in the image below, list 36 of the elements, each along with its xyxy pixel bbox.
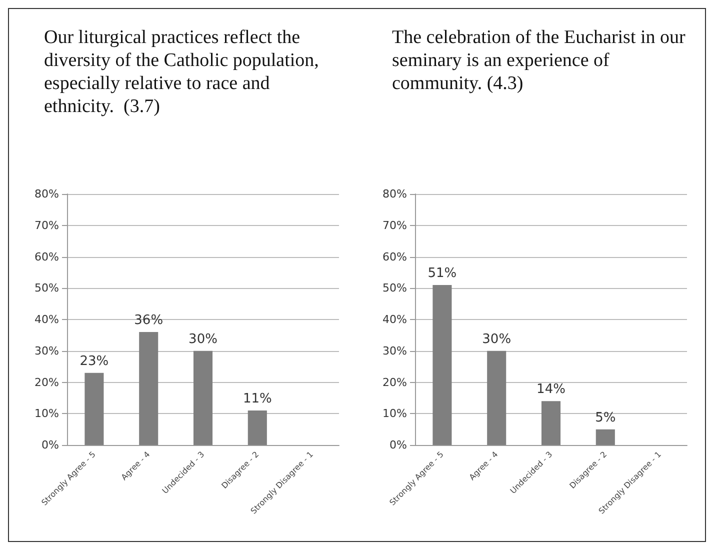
- bar: [84, 372, 104, 445]
- data-label: 14%: [536, 382, 566, 398]
- chart-title: The celebration of the Eucharist in our seminary is an experience of community. (4.3): [392, 27, 690, 94]
- y-tick-label: 30%: [382, 344, 407, 358]
- bar: [596, 429, 615, 445]
- bar: [432, 284, 452, 445]
- bar: [193, 350, 213, 445]
- data-label: 5%: [595, 410, 616, 426]
- y-tick-label: 50%: [382, 282, 407, 295]
- y-tick-label: 70%: [34, 218, 59, 232]
- y-tick-label: 80%: [382, 188, 407, 200]
- y-tick-label: 0%: [390, 438, 407, 452]
- y-tick-label: 20%: [34, 376, 59, 389]
- data-label: 30%: [188, 332, 218, 347]
- data-label: 30%: [482, 332, 512, 347]
- y-tick-label: 40%: [34, 313, 59, 326]
- data-label: 51%: [428, 266, 457, 281]
- y-tick-label: 80%: [34, 188, 59, 200]
- y-tick-label: 70%: [382, 218, 407, 232]
- data-label: 23%: [80, 354, 109, 369]
- data-label: 36%: [134, 313, 164, 328]
- y-tick-label: 30%: [34, 344, 59, 358]
- bar: [487, 350, 506, 445]
- y-tick-label: 10%: [34, 407, 59, 420]
- chart-title: Our liturgical practices reflect the diversity of the Catholic population, especially relative to race and ethnicity. (3.7): [44, 27, 324, 117]
- y-tick-label: 10%: [382, 407, 407, 420]
- bar: [248, 410, 267, 445]
- y-tick-label: 20%: [382, 376, 407, 389]
- y-tick-label: 40%: [382, 313, 407, 326]
- bar: [541, 401, 561, 445]
- y-tick-label: 0%: [42, 438, 59, 452]
- y-tick-label: 50%: [34, 282, 59, 295]
- bar: [139, 332, 158, 445]
- data-label: 11%: [242, 391, 272, 406]
- y-tick-label: 60%: [34, 250, 59, 264]
- y-tick-label: 60%: [382, 250, 407, 264]
